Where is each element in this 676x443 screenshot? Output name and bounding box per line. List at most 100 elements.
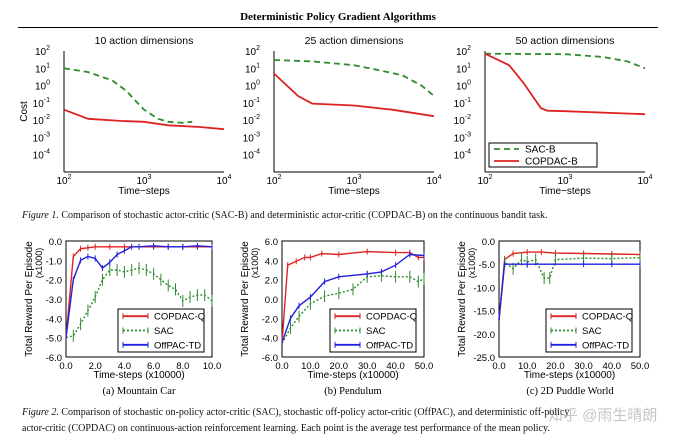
y-tick-label: -1.0 — [46, 256, 62, 267]
subcaption-b: (b) Pendulum — [324, 386, 382, 397]
y-tick-exponent: -1 — [254, 97, 260, 104]
legend-item: SAC — [550, 326, 602, 337]
y-tick-exponent: -1 — [44, 97, 50, 104]
x-tick-label: 102 — [477, 174, 492, 187]
legend-label: OffPAC-TD — [582, 340, 629, 351]
legend: COPDAC-Q SAC OffPAC-TD — [117, 308, 205, 353]
legend-box — [488, 142, 598, 168]
x-tick-label: 8.0 — [176, 361, 189, 372]
y-tick-label: 0.0 — [482, 237, 495, 248]
x-tick-exponent: 3 — [569, 174, 573, 181]
y-tick-label: 10-4 — [454, 149, 471, 162]
figure1-caption: Figure 1. Comparison of stochastic actor… — [22, 210, 548, 221]
x-tick-exponent: 4 — [438, 174, 442, 181]
y-tick-label: -5.0 — [479, 260, 495, 271]
x-axis-label: Time−steps — [539, 186, 591, 197]
x-tick-exponent: 2 — [489, 174, 493, 181]
y-tick-exponent: 2 — [467, 45, 471, 52]
page-header-title: Deterministic Policy Gradient Algorithms — [240, 11, 436, 23]
legend-label: COPDAC-Q — [582, 312, 633, 323]
y-axis-label-units: (x1000) — [467, 248, 477, 279]
y-tick-label: 10-3 — [33, 131, 50, 144]
figure2-caption-line2: actor-critic (COPDAC) on continuous-acti… — [22, 423, 550, 434]
x-tick-label: 0.0 — [492, 361, 505, 372]
y-tick-label: -15.0 — [473, 307, 495, 318]
series-line-copdac-b — [63, 108, 225, 131]
legend-item: SAC-B — [494, 145, 556, 156]
plot-frame — [281, 240, 425, 358]
chart-5: 0.0 10.0 20.0 30.0 40.0 50.0 6.0 4.0 2.0 0.0 -2.0 -… — [240, 237, 433, 381]
x-tick-label: 20.0 — [546, 361, 565, 372]
y-tick-label: 2.0 — [265, 276, 278, 287]
x-axis-label: Time−steps — [118, 186, 170, 197]
y-tick-label: 100 — [35, 80, 50, 93]
y-axis-label: Cost — [19, 101, 30, 122]
legend-item: OffPAC-TD — [550, 340, 629, 351]
y-tick-label: -2.0 — [262, 314, 278, 325]
figure2-caption-line1: Figure 2. Comparison of stochastic on-po… — [22, 407, 569, 418]
y-tick-exponent: 2 — [46, 45, 50, 52]
chart-3: 102 1 0 3 104 102 101 100 10-1 10-2 10-3 10-4 50 act… — [454, 35, 653, 197]
legend-item: SAC — [334, 326, 386, 337]
y-axis-label-units: (x1000) — [34, 248, 44, 279]
series-line-offpac-td — [498, 263, 640, 320]
y-tick-exponent: 2 — [256, 45, 260, 52]
series-line-sac-b — [273, 59, 435, 97]
y-tick-label: -6.0 — [46, 353, 62, 364]
x-tick-exponent: 3 — [358, 174, 362, 181]
y-tick-exponent: 0 — [46, 80, 50, 87]
y-tick-label: 0.0 — [265, 295, 278, 306]
x-tick-label: 2.0 — [89, 361, 102, 372]
y-tick-exponent: -3 — [44, 131, 50, 138]
legend-item: COPDAC-Q — [550, 312, 633, 323]
y-tick-label: 100 — [456, 80, 471, 93]
watermark: 知乎 @雨生晴朗 — [548, 407, 658, 424]
y-tick-label: 101 — [456, 62, 471, 75]
x-tick-label: 104 — [216, 174, 231, 187]
legend: COPDAC-Q SAC OffPAC-TD — [545, 308, 633, 353]
x-tick-label: 10.0 — [203, 361, 222, 372]
chart-title: 50 action dimensions — [516, 35, 615, 47]
chart-2: 102 1 0 3 104 102 101 100 10-1 10-2 10-3 10-4 25 act… — [243, 35, 442, 197]
figure2-caption-text: Comparison of stochastic on-policy actor… — [61, 407, 570, 418]
x-tick-label: 0.0 — [59, 361, 72, 372]
series-line-copdac-q — [281, 250, 424, 343]
y-axis-label-units: (x1000) — [250, 248, 260, 279]
x-axis-label: Time-steps (x10000) — [93, 370, 184, 381]
y-tick-exponent: 1 — [46, 62, 50, 69]
y-tick-label: 102 — [456, 45, 471, 58]
y-tick-label: 102 — [35, 45, 50, 58]
x-tick-label: 4.0 — [118, 361, 131, 372]
y-tick-label: 10-2 — [243, 114, 260, 127]
x-tick-label: 50.0 — [631, 361, 650, 372]
y-tick-label: 6.0 — [265, 237, 278, 248]
y-tick-exponent: 0 — [256, 80, 260, 87]
series-line-copdac-b — [484, 52, 646, 116]
legend-item: COPDAC-B — [494, 157, 578, 168]
figure2-label: Figure 2. — [22, 407, 59, 418]
y-axis-label: Total Reward Per Episode — [240, 241, 251, 357]
subcaption-c: (c) 2D Puddle World — [526, 386, 614, 397]
x-tick-exponent: 2 — [68, 174, 72, 181]
y-tick-label: -10.0 — [473, 283, 495, 294]
x-tick-label: 104 — [637, 174, 652, 187]
y-tick-label: 0.0 — [49, 237, 62, 248]
y-tick-exponent: -4 — [254, 149, 260, 156]
x-tick-exponent: 3 — [148, 174, 152, 181]
y-tick-exponent: -1 — [465, 97, 471, 104]
figure1-caption-text: Comparison of stochastic actor-critic (S… — [61, 210, 548, 221]
y-tick-label: -2.0 — [46, 276, 62, 287]
y-tick-label: 101 — [245, 62, 260, 75]
x-tick-label: 20.0 — [330, 361, 349, 372]
y-tick-exponent: 1 — [256, 62, 260, 69]
y-axis-label: Total Reward Per Episode — [24, 241, 35, 357]
x-tick-label: 0.0 — [275, 361, 288, 372]
y-tick-label: -6.0 — [262, 353, 278, 364]
y-tick-label: 10-1 — [243, 97, 260, 110]
legend-label: OffPAC-TD — [154, 340, 201, 351]
y-tick-label: 102 — [245, 45, 260, 58]
x-axis-label: Time-steps (x10000) — [524, 370, 615, 381]
y-tick-label: 10-4 — [33, 149, 50, 162]
